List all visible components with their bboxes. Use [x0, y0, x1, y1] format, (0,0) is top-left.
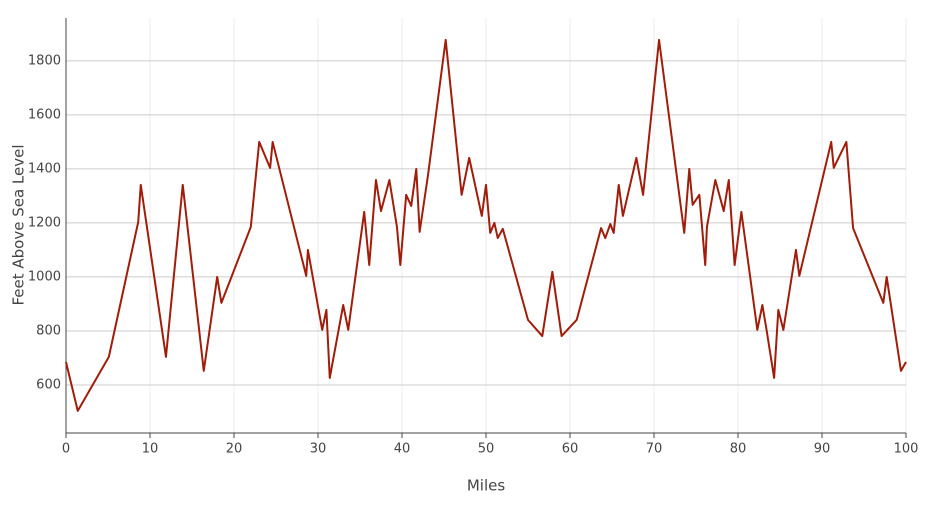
x-tick-label: 90 [814, 442, 831, 457]
x-tick-label: 100 [894, 442, 919, 457]
x-tick-label: 10 [142, 442, 159, 457]
series-line [65, 38, 907, 412]
y-tick-label: 1800 [28, 53, 61, 68]
x-tick-label: 20 [226, 442, 243, 457]
y-tick-label: 1200 [28, 215, 61, 230]
y-tick-label: 1600 [28, 107, 61, 122]
x-tick-label: 70 [646, 442, 663, 457]
x-tick-label: 50 [478, 442, 495, 457]
x-tick-label: 60 [562, 442, 579, 457]
y-tick-label: 1400 [28, 161, 61, 176]
x-axis-title: Miles [467, 477, 506, 495]
y-tick-label: 600 [36, 377, 61, 392]
y-axis-title: Feet Above Sea Level [10, 144, 28, 305]
x-tick-label: 80 [730, 442, 747, 457]
x-tick-label: 0 [62, 442, 70, 457]
y-tick-label: 800 [36, 323, 61, 338]
x-tick-label: 30 [310, 442, 327, 457]
y-tick-label: 1000 [28, 269, 61, 284]
x-tick-label: 40 [394, 442, 411, 457]
